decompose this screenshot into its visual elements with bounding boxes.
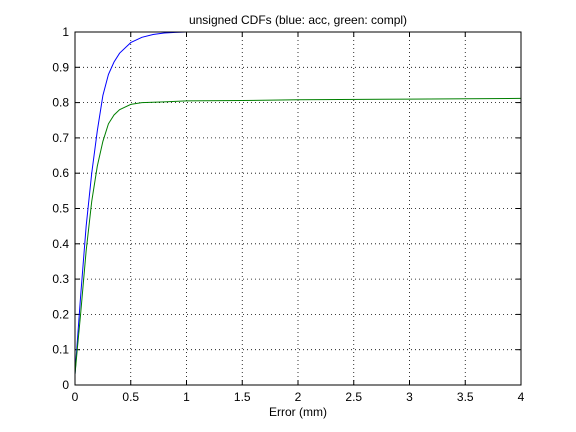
y-tick-label: 0 xyxy=(62,378,69,392)
y-tick-label: 0.7 xyxy=(52,131,69,145)
x-axis-label: Error (mm) xyxy=(269,405,327,419)
axes-box xyxy=(74,31,522,386)
y-tick-label: 0.8 xyxy=(52,96,69,110)
x-tick-label: 4 xyxy=(518,390,525,404)
y-tick-label: 0.6 xyxy=(52,166,69,180)
y-tick-label: 0.3 xyxy=(52,272,69,286)
x-tick-label: 2 xyxy=(295,390,302,404)
x-tick-label: 1 xyxy=(183,390,190,404)
x-tick-label: 0.5 xyxy=(122,390,139,404)
series-line xyxy=(74,97,522,375)
x-tick-label: 1.5 xyxy=(234,390,251,404)
chart-title: unsigned CDFs (blue: acc, green: compl) xyxy=(189,13,407,27)
x-tick-label: 2.5 xyxy=(345,390,362,404)
y-tick-label: 0.9 xyxy=(52,60,69,74)
x-tick-label: 3 xyxy=(406,390,413,404)
x-tick-label: 0 xyxy=(72,390,79,404)
y-tick-label: 1 xyxy=(62,25,69,39)
x-tick-label: 3.5 xyxy=(457,390,474,404)
y-tick-label: 0.4 xyxy=(52,237,69,251)
y-tick-label: 0.1 xyxy=(52,343,69,357)
y-tick-label: 0.5 xyxy=(52,202,69,216)
y-tick-label: 0.2 xyxy=(52,307,69,321)
